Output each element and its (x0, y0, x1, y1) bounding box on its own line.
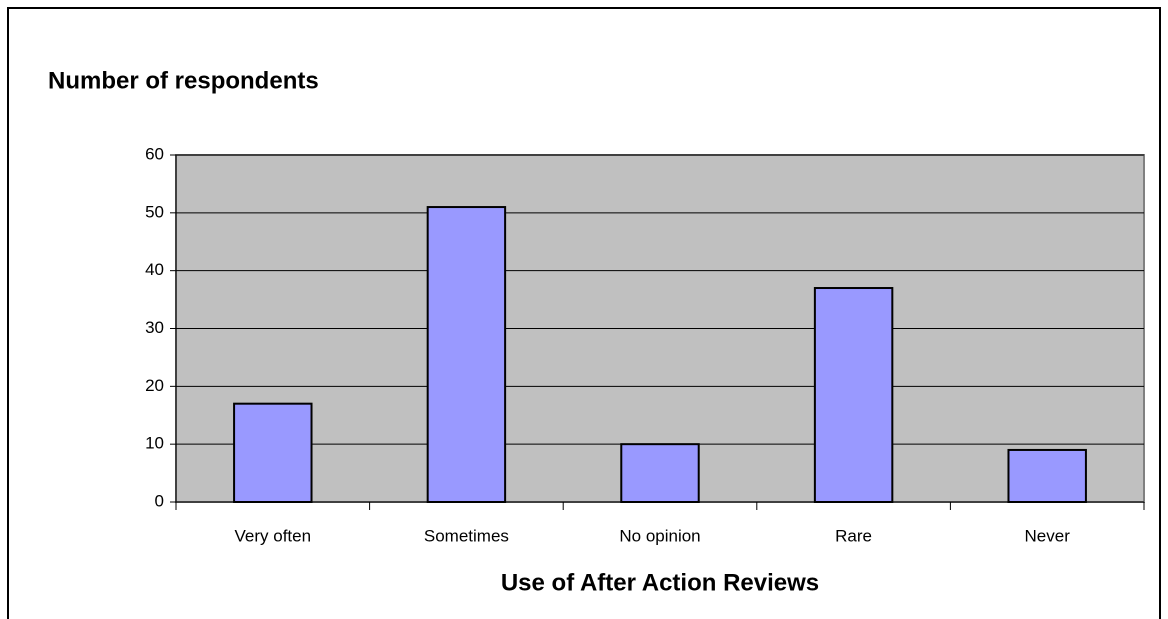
bar (1007, 448, 1087, 504)
x-tick-label: Never (1025, 526, 1071, 545)
y-tick-label: 40 (145, 260, 164, 279)
y-tick-label: 10 (145, 434, 164, 453)
x-tick-label: Rare (835, 526, 872, 545)
y-tick-label: 0 (155, 491, 164, 510)
x-tick-label: Very often (235, 526, 312, 545)
y-tick-label: 50 (145, 202, 164, 221)
x-axis-label: Use of After Action Reviews (501, 569, 819, 596)
y-tick-label: 30 (145, 318, 164, 337)
bar (426, 206, 507, 504)
x-tick-label: No opinion (619, 526, 700, 545)
y-tick-label: 60 (145, 144, 164, 163)
bar (233, 402, 313, 503)
bar (813, 287, 894, 503)
x-tick-label: Sometimes (424, 526, 509, 545)
bar (620, 443, 700, 503)
y-axis-label: Number of respondents (48, 67, 319, 94)
y-tick-label: 20 (145, 376, 164, 395)
